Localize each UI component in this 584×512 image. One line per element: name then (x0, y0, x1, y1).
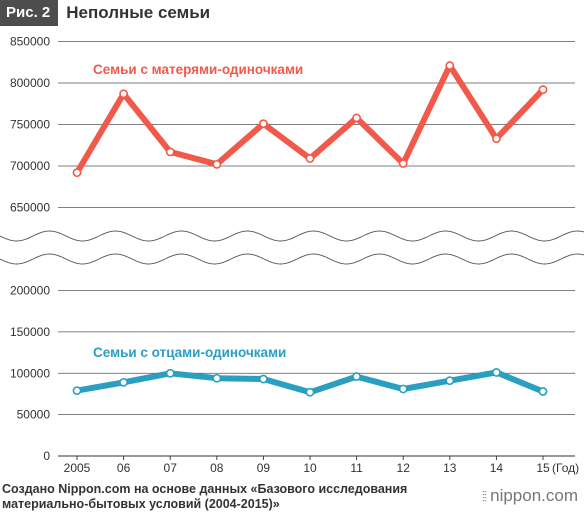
series-label-single-fathers: Семьи с отцами-одиночками (93, 345, 286, 360)
source-line-2: материально-бытовых условий (2004-2015)» (2, 497, 280, 511)
data-point-single-mothers (72, 168, 82, 178)
y-tick-label: 750000 (10, 118, 50, 132)
x-tick-label: 12 (397, 461, 411, 475)
x-tick-label: 10 (303, 461, 317, 475)
data-point-single-fathers (119, 377, 128, 387)
data-point-single-mothers (212, 159, 222, 169)
series-label-single-mothers: Семьи с матерями-одиночками (93, 62, 303, 77)
data-point-single-mothers (491, 134, 501, 144)
x-tick-label: 2005 (64, 461, 91, 475)
axis-break-line (0, 230, 584, 242)
line-chart: 650000 700000 750000 800000 850000 0 50000 1000… (0, 35, 584, 475)
data-point-single-mothers (165, 147, 175, 157)
x-tick-label: 14 (490, 461, 504, 475)
data-point-single-mothers (352, 113, 361, 123)
y-tick-label: 800000 (10, 76, 50, 90)
nippon-logo-icon: ⦙⦙ (481, 487, 487, 504)
data-point-single-mothers (119, 89, 128, 99)
brand-name: nippon.com (490, 486, 578, 505)
data-point-single-mothers (445, 61, 455, 70)
y-tick-label: 150000 (10, 325, 50, 339)
figure-title: Неполные семьи (66, 3, 211, 22)
data-point-single-fathers (445, 376, 455, 386)
data-point-single-fathers (165, 368, 175, 378)
x-tick-label: 13 (443, 461, 457, 475)
y-tick-label: 200000 (10, 284, 50, 298)
y-tick-label: 0 (43, 449, 50, 463)
data-point-single-fathers (538, 387, 548, 396)
y-tick-label: 650000 (10, 201, 50, 215)
data-point-single-mothers (258, 119, 268, 129)
x-tick-label: 11 (350, 461, 363, 475)
y-tick-label: 700000 (10, 159, 50, 173)
data-point-single-mothers (538, 85, 548, 95)
data-point-single-fathers (72, 386, 82, 396)
x-axis-unit-label: (Год) (552, 461, 579, 475)
y-tick-label: 50000 (17, 408, 51, 422)
data-point-single-mothers (398, 159, 408, 168)
data-point-single-fathers (212, 373, 222, 383)
brand-logo: ⦙⦙ nippon.com (482, 486, 578, 506)
x-tick-label: 08 (210, 461, 224, 475)
figure-label: Рис. 2 (0, 0, 59, 26)
axis-break-line (0, 253, 584, 265)
data-point-single-fathers (305, 387, 315, 397)
source-note: Создано Nippon.com на основе данных «Баз… (2, 482, 422, 512)
data-point-single-fathers (258, 374, 268, 384)
y-tick-label: 850000 (10, 35, 50, 49)
x-tick-label: 15 (536, 461, 550, 475)
data-point-single-fathers (398, 384, 408, 394)
x-tick-label: 07 (164, 461, 178, 475)
data-point-single-fathers (352, 372, 361, 381)
y-tick-label: 100000 (10, 366, 50, 380)
x-tick-label: 06 (117, 461, 131, 475)
x-tick-label: 09 (257, 461, 271, 475)
figure-header: Рис. 2 Неполные семьи (0, 0, 210, 26)
source-line-1: Создано Nippon.com на основе данных «Баз… (2, 482, 408, 496)
data-point-single-fathers (491, 368, 501, 377)
data-point-single-mothers (305, 154, 315, 163)
